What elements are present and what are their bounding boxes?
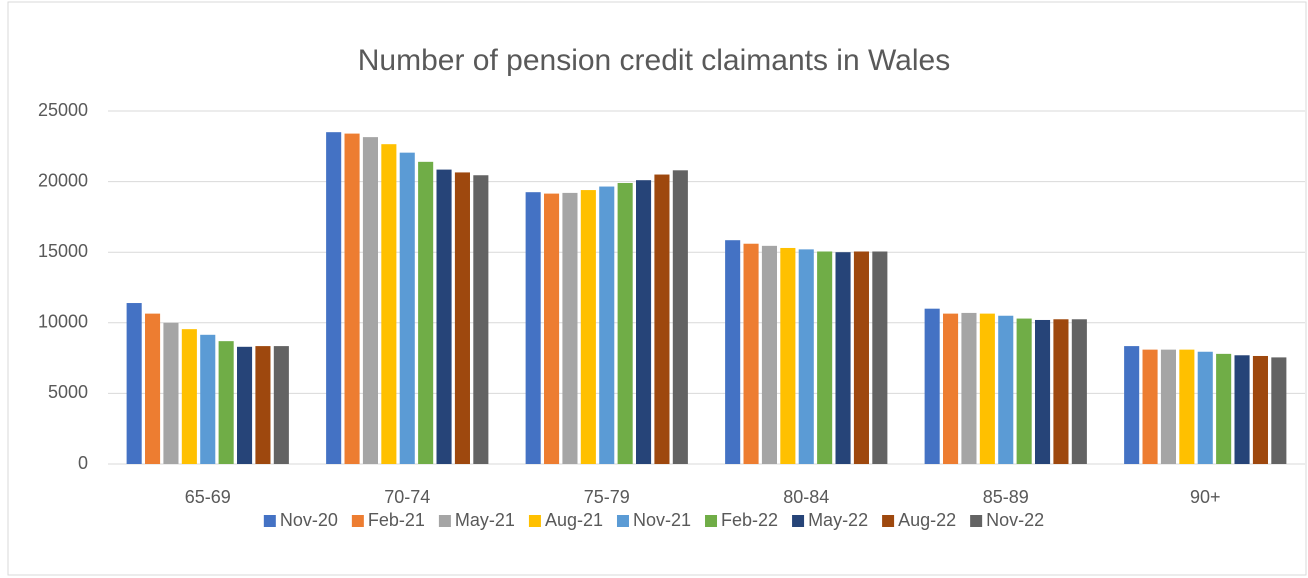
x-tick-label: 65-69: [185, 487, 231, 507]
bar: [126, 303, 142, 464]
y-tick-label: 15000: [38, 241, 88, 261]
bar: [1216, 353, 1232, 464]
bar: [525, 192, 541, 464]
bar: [798, 249, 814, 464]
x-tick-label: 90+: [1190, 487, 1221, 507]
legend-swatch: [705, 515, 718, 527]
bar: [273, 346, 289, 464]
bar: [872, 251, 888, 464]
legend-swatch: [438, 515, 451, 527]
bar: [617, 183, 633, 464]
bar: [1035, 319, 1051, 464]
bar: [544, 193, 560, 465]
legend-swatch: [882, 515, 895, 527]
legend-label: Feb-22: [721, 510, 778, 530]
bar: [817, 251, 833, 464]
bar: [1071, 319, 1087, 464]
chart-title: Number of pension credit claimants in Wa…: [358, 44, 950, 77]
bar: [725, 240, 741, 464]
legend-label: Aug-22: [898, 510, 956, 530]
bar: [436, 169, 452, 464]
bar: [654, 174, 670, 465]
bar: [145, 313, 161, 464]
bar: [1016, 318, 1032, 464]
bar: [326, 132, 342, 464]
bar: [636, 180, 652, 465]
bar: [381, 144, 397, 464]
bar: [1053, 319, 1069, 464]
bar: [163, 322, 179, 464]
bar: [580, 190, 596, 464]
legend-swatch: [351, 515, 364, 527]
bar: [599, 186, 615, 465]
y-tick-label: 5000: [48, 382, 88, 402]
legend-swatch: [616, 515, 629, 527]
bar: [998, 315, 1014, 464]
legend-label: Nov-20: [280, 510, 338, 530]
bar: [562, 192, 578, 464]
bar: [961, 312, 977, 464]
bar: [1197, 351, 1213, 464]
bar: [835, 252, 851, 464]
legend-label: Feb-21: [368, 510, 425, 530]
bar: [473, 175, 489, 464]
x-tick-label: 70-74: [384, 487, 430, 507]
bar: [344, 133, 360, 465]
bar: [924, 308, 940, 464]
y-tick-label: 10000: [38, 312, 88, 332]
bar: [1142, 349, 1158, 464]
bar: [362, 137, 378, 464]
bar: [399, 152, 415, 465]
x-tick-label: 80-84: [783, 487, 829, 507]
legend-label: Aug-21: [545, 510, 603, 530]
legend-label: May-21: [455, 510, 515, 530]
bar: [418, 161, 434, 464]
bar: [454, 172, 470, 464]
bar: [255, 346, 271, 464]
bar: [237, 346, 253, 464]
bar: [200, 334, 216, 464]
bar: [1252, 355, 1268, 464]
y-tick-label: 20000: [38, 170, 88, 190]
legend-swatch: [792, 515, 805, 527]
y-tick-label: 0: [78, 453, 88, 473]
bar: [853, 251, 869, 464]
legend-label: May-22: [808, 510, 868, 530]
bar: [761, 245, 777, 464]
bar: [1160, 349, 1176, 464]
y-tick-label: 25000: [38, 100, 88, 120]
x-tick-label: 85-89: [983, 487, 1029, 507]
bar: [780, 247, 796, 464]
bar: [1179, 349, 1195, 464]
legend-label: Nov-21: [633, 510, 691, 530]
legend-swatch: [263, 515, 276, 527]
bar: [181, 329, 197, 464]
bar: [943, 313, 959, 464]
bar: [743, 243, 759, 464]
legend-label: Nov-22: [986, 510, 1044, 530]
bar: [1234, 355, 1250, 464]
legend-swatch: [528, 515, 541, 527]
bar: [979, 313, 995, 464]
bar: [1271, 357, 1287, 464]
bar: [672, 170, 688, 464]
bar: [218, 341, 234, 464]
bar: [1124, 346, 1140, 464]
legend-swatch: [970, 515, 983, 527]
x-tick-label: 75-79: [584, 487, 630, 507]
